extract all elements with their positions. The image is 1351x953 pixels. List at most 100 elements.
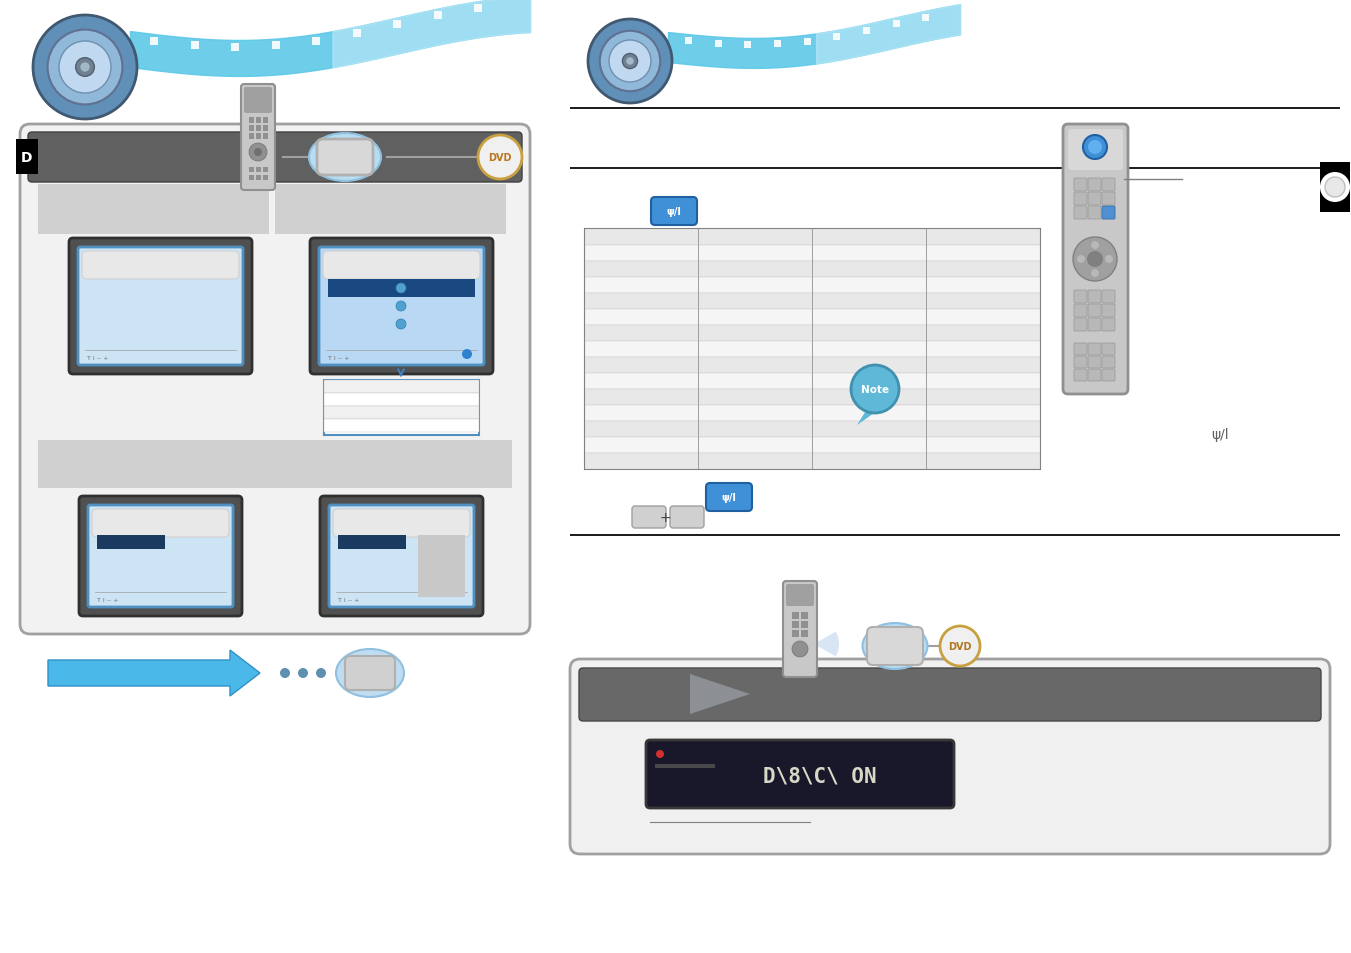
FancyBboxPatch shape: [1088, 305, 1101, 317]
Circle shape: [1092, 242, 1098, 250]
Bar: [249, 118, 254, 124]
Bar: [249, 168, 254, 172]
Text: DVD: DVD: [948, 641, 971, 651]
Polygon shape: [49, 650, 259, 697]
FancyBboxPatch shape: [330, 505, 474, 607]
Bar: [417, 536, 465, 598]
FancyBboxPatch shape: [78, 248, 243, 366]
Bar: [263, 168, 267, 172]
Bar: [804, 38, 811, 46]
Bar: [585, 406, 1040, 421]
FancyBboxPatch shape: [1088, 344, 1101, 355]
FancyBboxPatch shape: [1088, 356, 1101, 369]
FancyBboxPatch shape: [20, 125, 530, 635]
Bar: [585, 310, 1040, 326]
Bar: [585, 230, 1040, 470]
FancyBboxPatch shape: [1102, 179, 1115, 192]
Circle shape: [623, 54, 638, 70]
Bar: [255, 126, 261, 132]
Bar: [834, 34, 840, 41]
Polygon shape: [690, 675, 750, 714]
Bar: [249, 175, 254, 181]
Text: Note: Note: [861, 385, 889, 395]
Bar: [1320, 163, 1350, 213]
FancyBboxPatch shape: [1074, 344, 1088, 355]
Bar: [338, 536, 407, 550]
Bar: [38, 440, 512, 489]
Bar: [585, 421, 1040, 437]
Bar: [585, 357, 1040, 374]
Bar: [923, 14, 929, 22]
Bar: [353, 30, 361, 38]
FancyBboxPatch shape: [88, 505, 232, 607]
FancyBboxPatch shape: [319, 248, 484, 366]
Circle shape: [851, 366, 898, 414]
Bar: [863, 28, 870, 35]
Text: ψ/l: ψ/l: [721, 493, 736, 502]
Circle shape: [47, 30, 123, 106]
FancyBboxPatch shape: [1074, 291, 1088, 304]
Bar: [585, 374, 1040, 390]
Text: D\8\C\ ON: D\8\C\ ON: [763, 766, 877, 786]
Bar: [801, 630, 808, 638]
Bar: [715, 41, 721, 48]
Bar: [324, 407, 480, 419]
Text: T I -- +: T I -- +: [97, 598, 119, 603]
Bar: [38, 185, 269, 234]
Polygon shape: [857, 410, 877, 426]
FancyBboxPatch shape: [332, 510, 470, 537]
Circle shape: [1092, 270, 1098, 277]
FancyBboxPatch shape: [1088, 179, 1101, 192]
Circle shape: [59, 42, 111, 94]
Bar: [570, 168, 1340, 170]
FancyBboxPatch shape: [1102, 344, 1115, 355]
FancyBboxPatch shape: [245, 88, 272, 113]
Bar: [434, 12, 442, 20]
FancyBboxPatch shape: [345, 657, 394, 690]
FancyBboxPatch shape: [1102, 193, 1115, 206]
Bar: [585, 341, 1040, 357]
Bar: [585, 262, 1040, 277]
Ellipse shape: [862, 623, 928, 669]
Bar: [792, 630, 798, 638]
Circle shape: [80, 63, 89, 72]
Bar: [324, 394, 480, 407]
FancyBboxPatch shape: [707, 483, 753, 512]
FancyBboxPatch shape: [580, 668, 1321, 721]
Circle shape: [316, 668, 326, 679]
Text: T I -- +: T I -- +: [338, 598, 359, 603]
Bar: [272, 43, 280, 51]
Bar: [893, 21, 900, 29]
Bar: [276, 185, 507, 234]
FancyBboxPatch shape: [1074, 356, 1088, 369]
Bar: [263, 118, 267, 124]
FancyBboxPatch shape: [1102, 318, 1115, 332]
Bar: [570, 535, 1340, 537]
Circle shape: [588, 20, 671, 104]
FancyBboxPatch shape: [1088, 193, 1101, 206]
FancyBboxPatch shape: [1088, 291, 1101, 304]
FancyBboxPatch shape: [323, 252, 480, 280]
FancyBboxPatch shape: [1074, 318, 1088, 332]
FancyBboxPatch shape: [670, 506, 704, 529]
Circle shape: [1084, 136, 1106, 160]
Bar: [190, 42, 199, 51]
FancyBboxPatch shape: [1088, 370, 1101, 381]
Bar: [585, 454, 1040, 470]
FancyBboxPatch shape: [784, 581, 817, 678]
Bar: [655, 764, 715, 768]
FancyBboxPatch shape: [1074, 370, 1088, 381]
Bar: [801, 621, 808, 628]
Bar: [328, 280, 476, 297]
Circle shape: [600, 31, 661, 92]
Bar: [801, 613, 808, 619]
FancyBboxPatch shape: [1102, 291, 1115, 304]
FancyBboxPatch shape: [786, 584, 815, 606]
Bar: [585, 326, 1040, 341]
Bar: [97, 536, 165, 550]
Circle shape: [249, 144, 267, 162]
Bar: [255, 118, 261, 124]
Bar: [231, 44, 239, 51]
Text: ψ/l: ψ/l: [666, 207, 681, 216]
Bar: [774, 41, 781, 49]
